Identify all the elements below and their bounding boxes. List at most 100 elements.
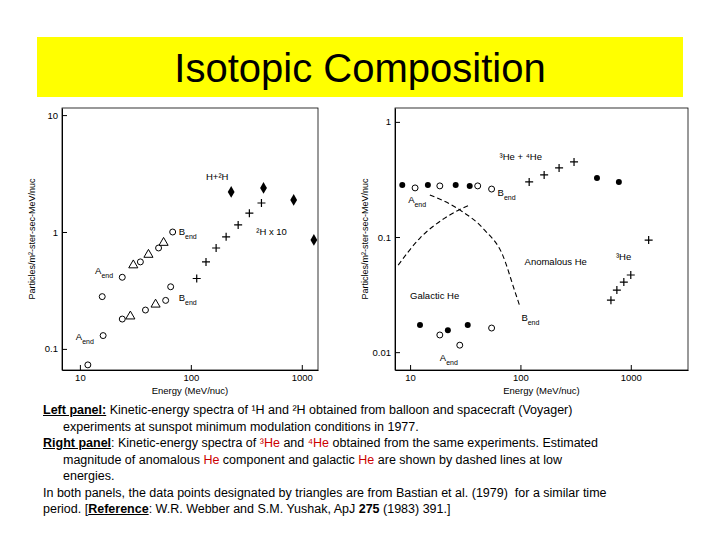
caption-text: and	[280, 436, 308, 450]
x-tick: 100	[513, 365, 529, 383]
annotation: ³He + ⁴He	[500, 151, 542, 162]
data-point	[193, 275, 201, 283]
annotation-text: ²H x 10	[256, 226, 287, 237]
data-point	[144, 249, 153, 257]
annotation-subscript: end	[446, 359, 458, 366]
annotation-text: Anomalous He	[525, 256, 587, 267]
annotation: Bend	[179, 292, 197, 306]
annotation-subscript: end	[82, 338, 94, 345]
data-point	[159, 237, 168, 245]
caption-text: 275	[359, 502, 380, 516]
y-axis: 0.1 1 10	[45, 109, 67, 371]
caption-line: magnitude of anomalous He component and …	[43, 452, 713, 469]
x-tick-mark	[191, 365, 192, 370]
data-point	[126, 311, 135, 319]
x-tick-mark	[80, 365, 81, 370]
caption-text: ³He	[260, 436, 280, 450]
data-point	[119, 274, 125, 280]
x-tick-mark	[631, 365, 632, 370]
data-point	[137, 259, 143, 265]
data-point	[142, 307, 148, 313]
y-axis-line	[62, 109, 63, 371]
annotation: Anomalous He	[525, 256, 587, 267]
y-tick: 0.1	[45, 343, 67, 354]
x-axis-title: Energy (MeV/nuc)	[152, 385, 229, 396]
y-tick-label: 1	[53, 227, 58, 238]
caption-text: obtained from the same experiments. Esti…	[329, 436, 598, 450]
data-point	[445, 327, 451, 333]
annotation-subscript: end	[504, 194, 516, 201]
y-tick: 1	[53, 227, 67, 238]
slide-title: Isotopic Composition	[174, 46, 545, 90]
x-axis-title: Energy (MeV/nuc)	[503, 385, 580, 396]
plot-frame	[395, 108, 688, 370]
data-point	[168, 284, 174, 290]
data-point	[607, 296, 615, 304]
caption-text: : Kinetic-energy spectra of	[111, 436, 260, 450]
data-point	[525, 178, 533, 186]
plot-frame	[62, 108, 318, 370]
data-point	[465, 322, 471, 328]
annotation-subscript: end	[414, 201, 426, 208]
x-tick-label: 10	[405, 372, 416, 383]
caption-text: Right panel	[43, 436, 111, 450]
caption-text: experiments at sunspot minimum modulatio…	[63, 420, 419, 434]
y-tick-label: 0.1	[378, 232, 391, 243]
caption-text: Left panel:	[43, 403, 106, 417]
data-point	[620, 278, 628, 286]
data-point	[417, 322, 423, 328]
x-tick-label: 1000	[292, 372, 313, 383]
data-point	[202, 258, 210, 266]
title-box	[37, 37, 683, 97]
caption-text: Kinetic-energy spectra of ¹H and ²H obta…	[106, 403, 572, 417]
data-point	[613, 286, 621, 294]
caption-text: ⁴He	[308, 436, 329, 450]
x-tick-mark	[410, 365, 411, 370]
caption-line: Right panel: Kinetic-energy spectra of ³…	[43, 435, 713, 452]
caption: Left panel: Kinetic-energy spectra of ¹H…	[43, 402, 713, 518]
data-point	[212, 244, 220, 252]
data-point	[85, 362, 91, 368]
data-point	[100, 333, 106, 339]
caption-text: component and galactic	[219, 453, 358, 467]
annotation: ³He	[616, 251, 631, 262]
data-point	[570, 158, 578, 166]
annotation-text: ³He + ⁴He	[500, 151, 542, 162]
y-tick: 10	[47, 110, 67, 121]
annotation-text: H+²H	[206, 171, 229, 182]
annotation: ²H x 10	[256, 226, 287, 237]
y-tick-label: 0.01	[373, 347, 392, 358]
caption-text: (1983) 391.]	[380, 502, 451, 516]
x-tick: 100	[183, 365, 199, 383]
data-point	[151, 299, 160, 307]
data-point	[437, 183, 443, 189]
data-point	[457, 342, 463, 348]
caption-line: experiments at sunspot minimum modulatio…	[43, 419, 713, 436]
x-tick-label: 100	[513, 372, 529, 383]
data-point	[412, 185, 418, 191]
plot-area	[398, 158, 652, 348]
annotation-subscript: end	[185, 233, 197, 240]
y-tick: 1	[386, 116, 400, 127]
y-axis-title: Particles/m²-ster-sec-MeV/nuc	[360, 178, 370, 300]
annotation-subscript: end	[528, 319, 540, 326]
data-point	[399, 182, 405, 188]
x-axis: 101001000	[396, 365, 689, 383]
data-point	[234, 221, 242, 229]
caption-text: are shown by dashed lines at low	[374, 453, 562, 467]
y-axis: 0.01 0.1 1	[373, 109, 401, 371]
annotation: H+²H	[206, 171, 229, 182]
caption-text: In both panels, the data points designat…	[43, 486, 607, 500]
caption-text: magnitude of anomalous	[63, 453, 203, 467]
data-point	[129, 260, 138, 268]
annotation-subscript: end	[101, 271, 113, 278]
y-tick-label: 1	[386, 116, 391, 127]
y-tick-mark	[62, 349, 67, 350]
data-point	[489, 186, 495, 192]
caption-line: energies.	[43, 468, 713, 485]
y-tick-mark	[395, 352, 400, 353]
annotation: Aend	[76, 331, 94, 345]
y-tick-mark	[395, 122, 400, 123]
data-point	[467, 183, 473, 189]
data-point	[475, 183, 481, 189]
